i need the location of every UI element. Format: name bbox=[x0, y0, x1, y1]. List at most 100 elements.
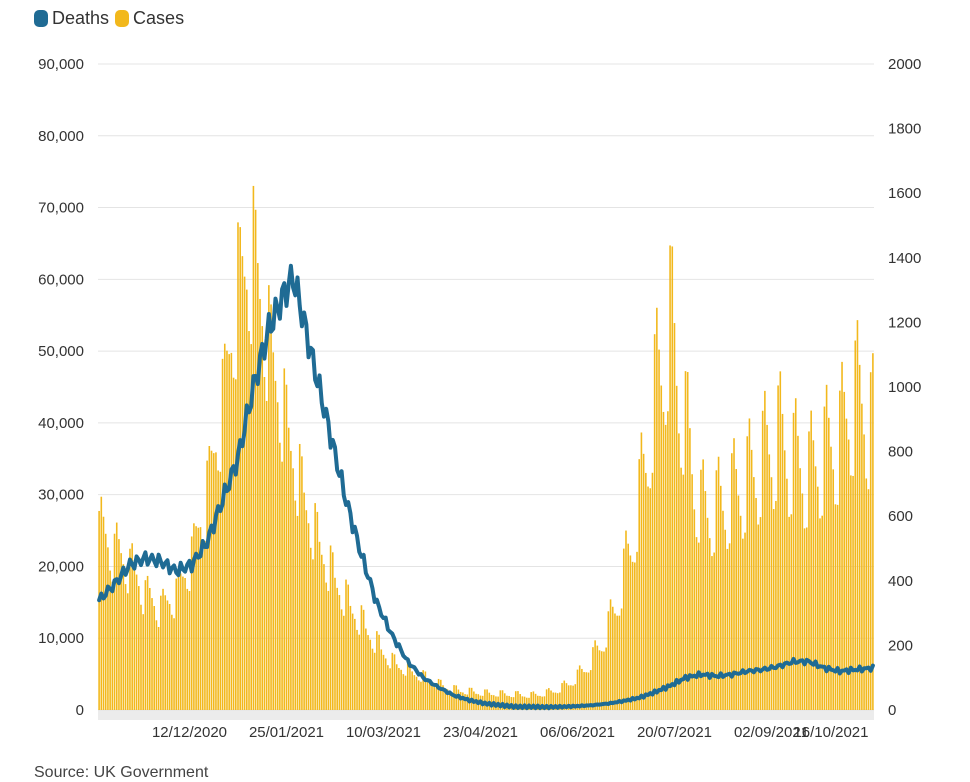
right-tick-label: 200 bbox=[888, 637, 913, 654]
cases-bar bbox=[858, 364, 861, 710]
cases-bar bbox=[856, 320, 859, 710]
cases-bar bbox=[783, 450, 786, 710]
cases-bar bbox=[265, 400, 268, 710]
cases-bar bbox=[585, 672, 588, 710]
right-axis-ticks: 0 200 400 600 800 1000 1200 1400 1600 1800 2000 bbox=[888, 56, 921, 719]
cases-bar bbox=[781, 413, 784, 710]
cases-bar bbox=[340, 609, 343, 710]
cases-bar bbox=[742, 538, 744, 710]
cases-bar bbox=[153, 606, 156, 710]
cases-bar bbox=[656, 307, 658, 710]
cases-bar bbox=[464, 694, 466, 710]
cases-bar bbox=[854, 340, 857, 710]
cases-bar bbox=[219, 471, 222, 710]
cases-bar bbox=[620, 608, 623, 710]
legend-item-deaths[interactable]: Deaths bbox=[34, 8, 109, 29]
cases-bar bbox=[667, 411, 669, 710]
right-tick-label: 1800 bbox=[888, 121, 921, 138]
legend-item-cases[interactable]: Cases bbox=[115, 8, 184, 29]
cases-bar bbox=[581, 668, 583, 710]
cases-bar bbox=[755, 497, 757, 710]
cases-bars bbox=[98, 185, 874, 711]
cases-bar bbox=[188, 591, 191, 710]
cases-bar bbox=[869, 372, 872, 710]
cases-bar bbox=[634, 562, 636, 710]
cases-bar bbox=[210, 450, 213, 710]
cases-bar bbox=[759, 517, 762, 710]
cases-bar bbox=[702, 459, 704, 710]
cases-bar bbox=[327, 590, 330, 710]
cases-bar bbox=[285, 384, 288, 710]
cases-bar bbox=[803, 528, 806, 710]
cases-bar bbox=[349, 605, 352, 710]
cases-bar bbox=[669, 245, 671, 711]
cases-bar bbox=[845, 418, 848, 710]
x-tick-label: 12/12/2020 bbox=[152, 724, 227, 741]
cases-bar bbox=[801, 493, 804, 710]
cases-bar bbox=[307, 523, 310, 710]
cases-bar bbox=[111, 581, 114, 710]
cases-bar bbox=[442, 685, 444, 710]
cases-bar bbox=[173, 618, 175, 710]
x-tick-label: 25/01/2021 bbox=[249, 724, 324, 741]
cases-bar bbox=[157, 626, 160, 710]
cases-bar bbox=[400, 669, 402, 710]
source-note: Source: UK Government bbox=[34, 764, 209, 781]
cases-bar bbox=[129, 548, 131, 710]
cases-bar bbox=[691, 474, 693, 710]
cases-bar bbox=[257, 263, 259, 710]
cases-bar bbox=[195, 526, 197, 710]
x-tick-label: 20/07/2021 bbox=[637, 724, 712, 741]
cases-bar bbox=[587, 672, 590, 710]
left-tick-label: 70,000 bbox=[38, 200, 84, 217]
cases-bar bbox=[426, 678, 429, 710]
cases-bar bbox=[448, 691, 451, 710]
x-axis-band bbox=[98, 710, 874, 720]
cases-bar bbox=[678, 433, 680, 710]
cases-bar bbox=[440, 679, 442, 710]
cases-bar bbox=[393, 654, 396, 710]
cases-bar bbox=[146, 575, 149, 710]
cases-bar bbox=[186, 588, 189, 710]
cases-bar bbox=[248, 331, 250, 710]
cases-bar bbox=[744, 532, 746, 710]
cases-bar bbox=[347, 584, 350, 710]
cases-bar bbox=[457, 689, 460, 710]
cases-bar bbox=[724, 529, 726, 710]
cases-bar bbox=[863, 434, 865, 710]
cases-bar bbox=[296, 515, 299, 710]
cases-bar bbox=[270, 304, 272, 710]
cases-bar bbox=[570, 685, 572, 710]
cases-bar bbox=[625, 530, 627, 710]
cases-bar bbox=[162, 588, 164, 710]
cases-bar bbox=[422, 670, 424, 710]
cases-bar bbox=[371, 648, 374, 710]
cases-bar bbox=[737, 495, 740, 710]
cases-bar bbox=[746, 436, 749, 710]
cases-bar bbox=[261, 326, 264, 710]
cases-bar bbox=[852, 475, 854, 710]
left-axis-ticks: 0 10,000 20,000 30,000 40,000 50,000 60,000 70,… bbox=[38, 56, 84, 719]
cases-bar bbox=[259, 298, 261, 710]
cases-bar bbox=[193, 523, 195, 710]
cases-bar bbox=[686, 372, 689, 710]
cases-bar bbox=[431, 683, 433, 710]
cases-bar bbox=[764, 390, 766, 710]
right-tick-label: 400 bbox=[888, 573, 913, 590]
cases-bar bbox=[171, 614, 173, 710]
legend-label-cases: Cases bbox=[133, 8, 185, 28]
cases-bar bbox=[825, 384, 828, 710]
cases-bar bbox=[131, 543, 133, 710]
cases-bar bbox=[638, 459, 641, 710]
cases-bar bbox=[598, 650, 601, 710]
cases-bar bbox=[592, 647, 594, 710]
right-tick-label: 2000 bbox=[888, 56, 921, 73]
x-tick-label: 23/04/2021 bbox=[443, 724, 518, 741]
cases-bar bbox=[420, 681, 422, 710]
cases-bar bbox=[329, 545, 332, 710]
cases-bar bbox=[336, 587, 338, 710]
cases-bar bbox=[360, 605, 363, 710]
cases-bar bbox=[395, 664, 398, 710]
cases-bar bbox=[514, 691, 517, 710]
